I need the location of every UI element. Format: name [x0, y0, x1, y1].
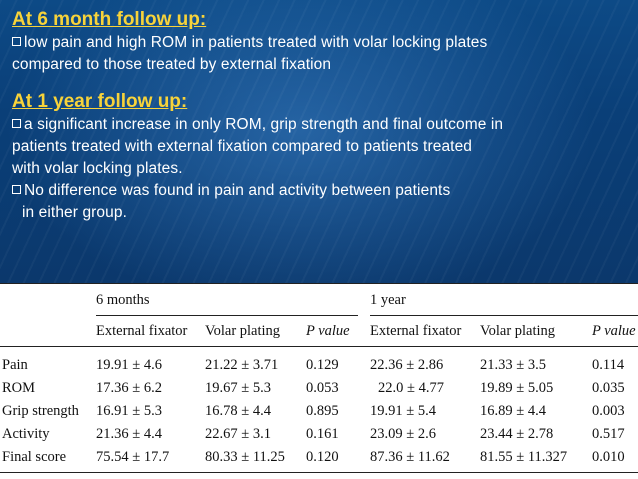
table-cell: 0.129: [306, 357, 339, 373]
bullet-text: patients treated with external fixation …: [12, 138, 473, 155]
table-cell: 19.89 ± 5.05: [480, 380, 554, 396]
row-label: ROM: [2, 380, 36, 396]
bullet-text: No difference was found in pain and acti…: [24, 182, 451, 199]
table-cell: 22.67 ± 3.1: [205, 426, 271, 442]
bullet-6-month: low pain and high ROM in patients treate…: [12, 32, 628, 76]
table-cell: 0.053: [306, 380, 339, 396]
bullet-text: with volar locking plates.: [12, 160, 183, 177]
column-header: P value: [306, 323, 350, 339]
table-cell: 22.0 ± 4.77: [378, 380, 444, 396]
table-cell: 22.36 ± 2.86: [370, 357, 444, 373]
bullet-text: compared to those treated by external fi…: [12, 56, 332, 73]
table-cell: 16.91 ± 5.3: [96, 403, 162, 419]
heading-1-year: At 1 year follow up:: [12, 91, 188, 112]
column-header: P value: [592, 323, 636, 339]
table-top-rule: [0, 283, 638, 284]
bullet-1-year: a significant increase in only ROM, grip…: [12, 114, 628, 180]
column-header: External fixator: [370, 323, 462, 339]
checkbox-bullet-icon: [12, 119, 21, 128]
row-label: Grip strength: [2, 403, 79, 419]
table-cell: 0.895: [306, 403, 339, 419]
table-cell: 0.003: [592, 403, 625, 419]
table-cell: 81.55 ± 11.327: [480, 449, 568, 465]
slide-background: [0, 0, 638, 283]
checkbox-bullet-icon: [12, 185, 21, 194]
table-cell: 21.22 ± 3.71: [205, 357, 279, 373]
header-rule: [0, 346, 638, 347]
column-header: Volar plating: [480, 323, 556, 339]
table-cell: 16.89 ± 4.4: [480, 403, 546, 419]
table-cell: 16.78 ± 4.4: [205, 403, 271, 419]
row-label: Final score: [2, 449, 67, 465]
row-label: Activity: [2, 426, 50, 442]
table-cell: 0.035: [592, 380, 625, 396]
table-cell: 0.010: [592, 449, 625, 465]
table-cell: 19.91 ± 5.4: [370, 403, 436, 419]
heading-6-month: At 6 month follow up:: [12, 9, 207, 30]
table-cell: 19.91 ± 4.6: [96, 357, 162, 373]
table-cell: 0.161: [306, 426, 339, 442]
group-header-6-months: 6 months: [96, 292, 150, 308]
table-bottom-rule: [0, 472, 638, 473]
bullet-no-difference: No difference was found in pain and acti…: [12, 180, 628, 224]
bullet-text: low pain and high ROM in patients treate…: [24, 34, 488, 51]
table-cell: 19.67 ± 5.3: [205, 380, 271, 396]
table-cell: 0.114: [592, 357, 625, 373]
group-rule-6-months: [96, 315, 358, 316]
bullet-text: a significant increase in only ROM, grip…: [24, 116, 504, 133]
slide-text: At 6 month follow up: low pain and high …: [12, 8, 628, 224]
table-cell: 0.120: [306, 449, 339, 465]
table-cell: 87.36 ± 11.62: [370, 449, 450, 465]
results-table: 6 months 1 year External fixator Volar p…: [0, 283, 638, 479]
table-cell: 0.517: [592, 426, 625, 442]
group-header-1-year: 1 year: [370, 292, 406, 308]
table-cell: 21.33 ± 3.5: [480, 357, 546, 373]
table-cell: 21.36 ± 4.4: [96, 426, 162, 442]
bullet-text: in either group.: [22, 204, 127, 221]
table-cell: 23.09 ± 2.6: [370, 426, 436, 442]
checkbox-bullet-icon: [12, 37, 21, 46]
row-label: Pain: [2, 357, 28, 373]
column-header: Volar plating: [205, 323, 281, 339]
table-cell: 75.54 ± 17.7: [96, 449, 170, 465]
table-cell: 23.44 ± 2.78: [480, 426, 554, 442]
column-header: External fixator: [96, 323, 188, 339]
table-cell: 80.33 ± 11.25: [205, 449, 285, 465]
table-cell: 17.36 ± 6.2: [96, 380, 162, 396]
group-rule-1-year: [370, 315, 638, 316]
